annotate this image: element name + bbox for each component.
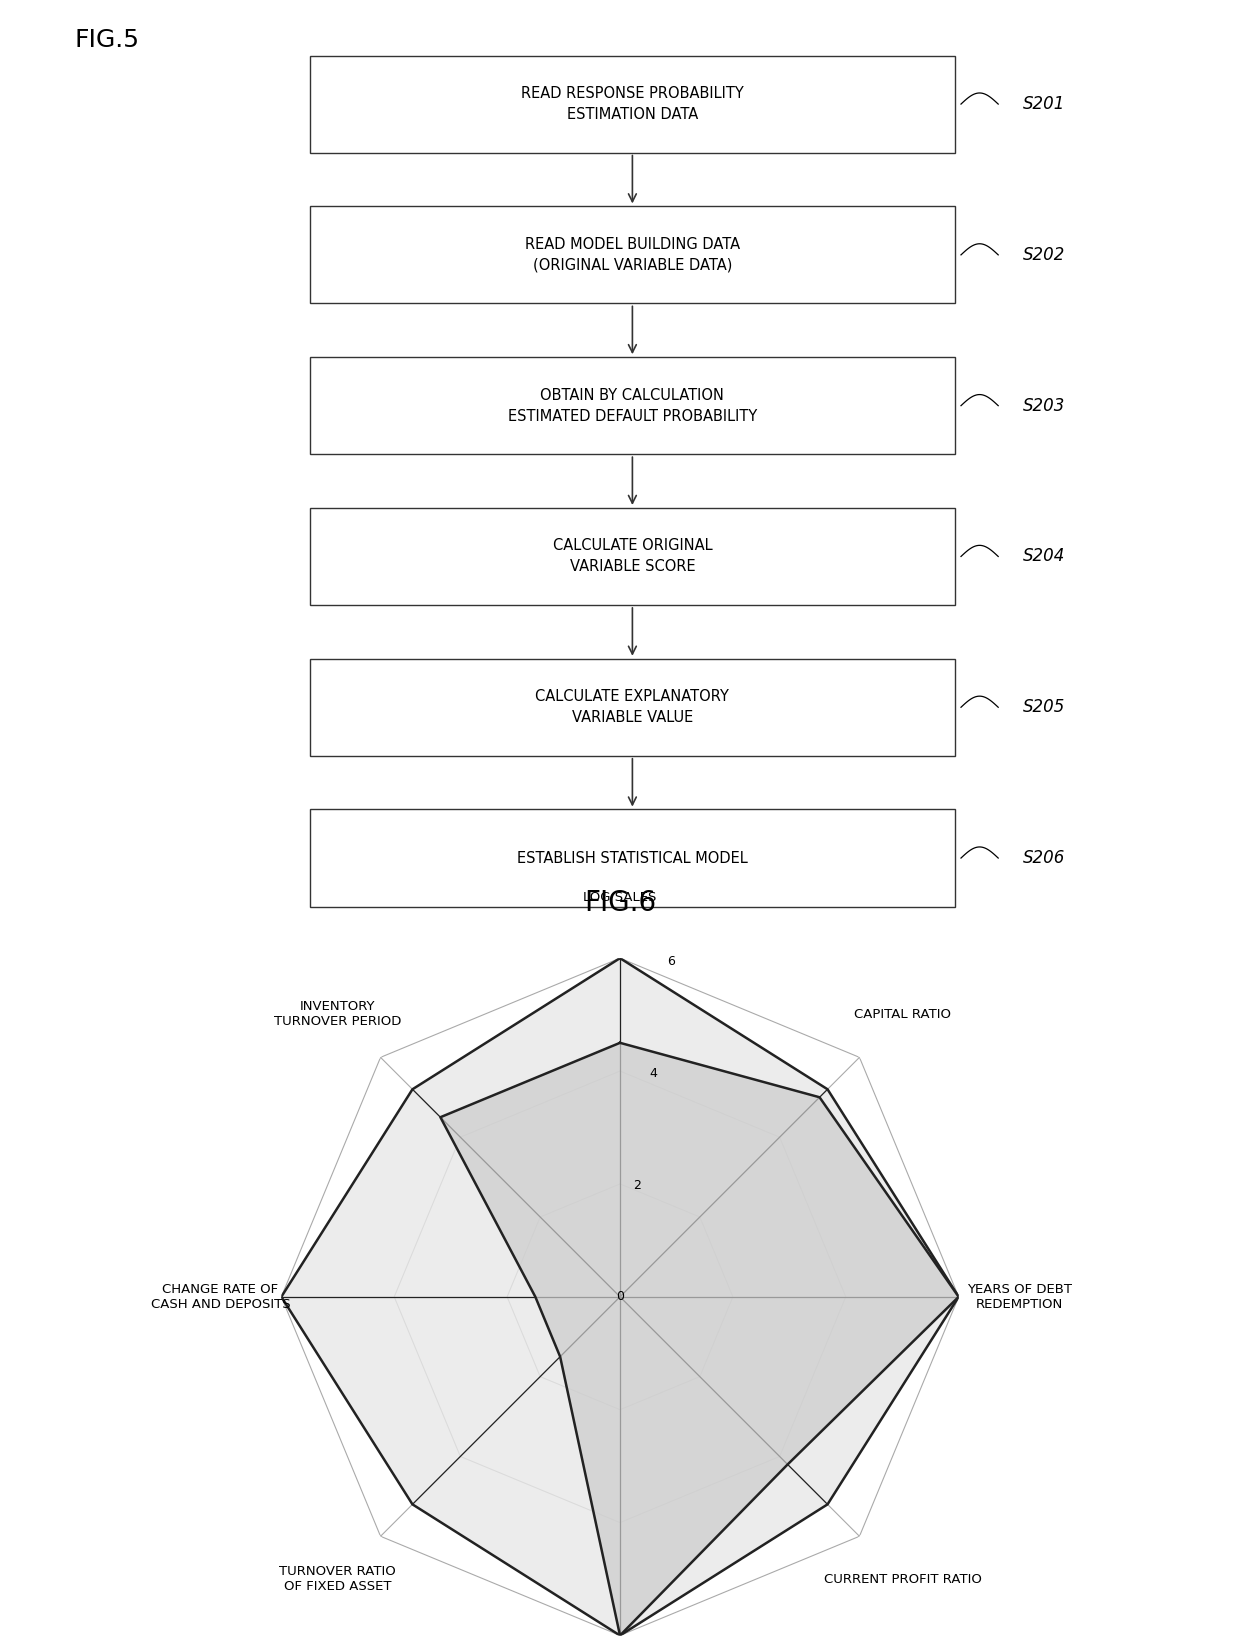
Text: ESTABLISH STATISTICAL MODEL: ESTABLISH STATISTICAL MODEL	[517, 851, 748, 866]
Text: INVENTORY
TURNOVER PERIOD: INVENTORY TURNOVER PERIOD	[274, 999, 401, 1028]
Text: CALCULATE EXPLANATORY
VARIABLE VALUE: CALCULATE EXPLANATORY VARIABLE VALUE	[536, 689, 729, 725]
Text: READ MODEL BUILDING DATA
(ORIGINAL VARIABLE DATA): READ MODEL BUILDING DATA (ORIGINAL VARIA…	[525, 236, 740, 273]
Text: FIG.6: FIG.6	[584, 889, 656, 917]
Text: LOG SALES: LOG SALES	[583, 890, 657, 904]
Text: S206: S206	[1023, 849, 1065, 867]
FancyBboxPatch shape	[310, 357, 955, 454]
Polygon shape	[440, 1042, 959, 1635]
Text: S203: S203	[1023, 396, 1065, 415]
Text: TURNOVER RATIO
OF FIXED ASSET: TURNOVER RATIO OF FIXED ASSET	[279, 1566, 396, 1594]
Text: READ RESPONSE PROBABILITY
ESTIMATION DATA: READ RESPONSE PROBABILITY ESTIMATION DAT…	[521, 86, 744, 122]
Text: CAPITAL RATIO: CAPITAL RATIO	[854, 1008, 951, 1021]
FancyBboxPatch shape	[310, 659, 955, 757]
Text: S202: S202	[1023, 246, 1065, 264]
Text: 2: 2	[632, 1178, 641, 1191]
Text: CHANGE RATE OF
CASH AND DEPOSITS: CHANGE RATE OF CASH AND DEPOSITS	[150, 1284, 290, 1310]
Text: S201: S201	[1023, 96, 1065, 112]
Text: S204: S204	[1023, 547, 1065, 565]
Text: S205: S205	[1023, 699, 1065, 717]
Text: YEARS OF DEBT
REDEMPTION: YEARS OF DEBT REDEMPTION	[967, 1284, 1073, 1310]
Polygon shape	[281, 958, 959, 1635]
Text: 6: 6	[667, 955, 675, 968]
Text: OBTAIN BY CALCULATION
ESTIMATED DEFAULT PROBABILITY: OBTAIN BY CALCULATION ESTIMATED DEFAULT …	[507, 388, 758, 423]
FancyBboxPatch shape	[310, 206, 955, 304]
Text: 0: 0	[616, 1290, 624, 1303]
FancyBboxPatch shape	[310, 56, 955, 152]
Text: CALCULATE ORIGINAL
VARIABLE SCORE: CALCULATE ORIGINAL VARIABLE SCORE	[553, 539, 712, 575]
FancyBboxPatch shape	[310, 809, 955, 907]
FancyBboxPatch shape	[310, 507, 955, 605]
Text: 4: 4	[650, 1067, 657, 1080]
Text: FIG.5: FIG.5	[74, 28, 139, 51]
Text: CURRENT PROFIT RATIO: CURRENT PROFIT RATIO	[823, 1573, 982, 1586]
